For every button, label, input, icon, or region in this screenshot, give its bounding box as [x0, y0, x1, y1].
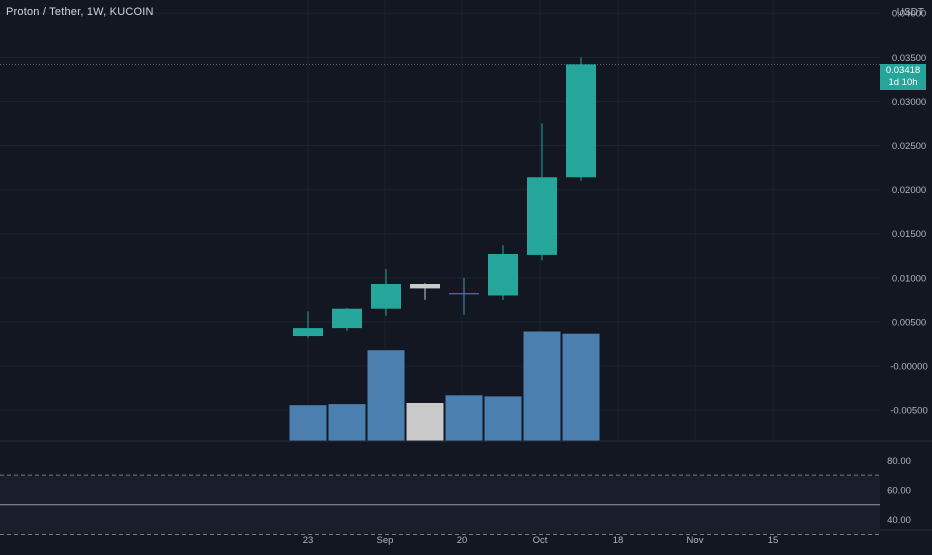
candle-body — [527, 177, 557, 255]
volume-bar — [444, 394, 484, 442]
x-tick-label: Oct — [533, 535, 548, 546]
y-tick-label: 0.00500 — [892, 317, 926, 328]
x-tick-label: 15 — [768, 535, 779, 546]
x-tick-label: Nov — [687, 535, 704, 546]
candle-body — [488, 254, 518, 296]
volume-bar — [327, 403, 367, 442]
volume-bar — [405, 402, 445, 442]
y-tick-label: 0.03000 — [892, 97, 926, 108]
candle-body — [566, 64, 596, 178]
volume-bar — [366, 349, 406, 442]
candle-body — [332, 308, 362, 329]
y-tick-label: -0.00000 — [890, 362, 928, 373]
volume-bar — [483, 395, 523, 442]
last-price-badge: 0.03418 1d 10h — [880, 64, 926, 90]
symbol-title[interactable]: Proton / Tether, 1W, KUCOIN — [6, 6, 154, 18]
y-tick-label: 0.03500 — [892, 53, 926, 64]
y-tick-label: 0.02000 — [892, 185, 926, 196]
y-tick-label: 0.01000 — [892, 273, 926, 284]
y-tick-label: 0.02500 — [892, 141, 926, 152]
indicator-y-tick-label: 80.00 — [887, 456, 911, 467]
currency-label[interactable]: USDT — [896, 7, 924, 18]
x-tick-label: 20 — [457, 535, 468, 546]
y-tick-label: 0.01500 — [892, 229, 926, 240]
volume-bars — [288, 330, 601, 442]
bar-countdown: 1d 10h — [888, 77, 918, 88]
candle-body — [371, 284, 401, 309]
candle-body — [293, 328, 323, 337]
candle-body — [410, 284, 440, 289]
y-tick-label: -0.00500 — [890, 406, 928, 417]
indicator-y-tick-label: 40.00 — [887, 515, 911, 526]
x-tick-label: 18 — [613, 535, 624, 546]
volume-bar — [288, 404, 328, 442]
x-tick-label: Sep — [377, 535, 394, 546]
candles — [0, 57, 880, 338]
x-tick-label: 23 — [303, 535, 314, 546]
volume-bar — [561, 332, 601, 442]
volume-bar — [522, 330, 562, 442]
indicator-y-tick-label: 60.00 — [887, 485, 911, 496]
axes: 0.04000 0.03500 0.03000 0.02500 0.02000 0.015… — [303, 9, 928, 546]
last-price-value: 0.03418 — [885, 65, 921, 76]
indicator-pane — [0, 440, 932, 535]
y-tick-label: 0.04000 — [892, 9, 926, 20]
